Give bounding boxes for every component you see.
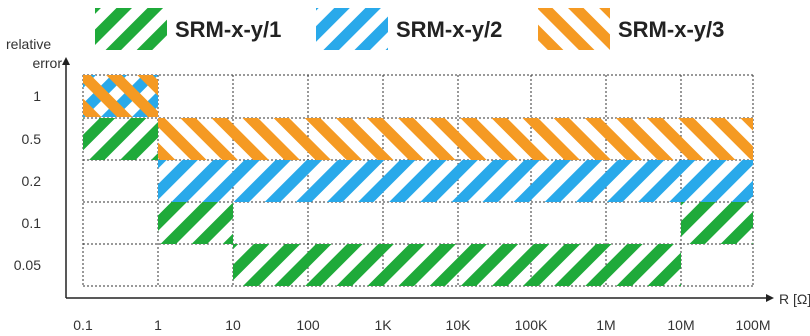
legend: SRM-x-y/1 SRM-x-y/2 SRM-x-y/3 bbox=[95, 8, 724, 50]
x-tick-label: 10K bbox=[446, 317, 472, 333]
band-series2-1 bbox=[158, 160, 753, 202]
x-tick-label: 0.1 bbox=[73, 317, 93, 333]
y-tick-label: 0.5 bbox=[22, 131, 42, 147]
legend-swatch-2 bbox=[316, 8, 388, 50]
y-tick-label: 0.1 bbox=[22, 215, 42, 231]
band-series1-0 bbox=[83, 118, 158, 160]
y-tick-label: 0.05 bbox=[14, 257, 41, 273]
x-tick-label: 1M bbox=[596, 317, 615, 333]
x-tick-label: 10 bbox=[225, 317, 241, 333]
x-tick-label: 1 bbox=[154, 317, 162, 333]
labels: 1 0.5 0.2 0.1 0.05 0.1 1 10 100 1K 10K 100K 1M 10M 100… bbox=[6, 36, 810, 333]
bands bbox=[83, 75, 753, 286]
legend-label-3: SRM-x-y/3 bbox=[618, 17, 724, 42]
legend-label-1: SRM-x-y/1 bbox=[175, 17, 281, 42]
axes bbox=[62, 57, 774, 302]
band-series3-0 bbox=[83, 75, 158, 117]
y-axis-arrow bbox=[62, 57, 70, 65]
x-axis-title: R [Ω] bbox=[779, 291, 810, 307]
y-tick-label: 1 bbox=[33, 88, 41, 104]
y-axis-title-line2: error bbox=[32, 55, 62, 71]
legend-label-2: SRM-x-y/2 bbox=[396, 17, 502, 42]
y-axis-title-line1: relative bbox=[6, 36, 51, 52]
x-tick-label: 100 bbox=[296, 317, 320, 333]
x-tick-label: 10M bbox=[667, 317, 694, 333]
y-tick-label: 0.2 bbox=[22, 173, 42, 189]
band-series3-1 bbox=[158, 118, 753, 160]
legend-swatch-1 bbox=[95, 8, 167, 50]
x-tick-label: 100M bbox=[735, 317, 770, 333]
x-tick-label: 100K bbox=[515, 317, 548, 333]
band-series1-3 bbox=[681, 202, 753, 244]
legend-swatch-3 bbox=[538, 8, 610, 50]
x-tick-label: 1K bbox=[374, 317, 392, 333]
band-series1-2 bbox=[233, 244, 681, 286]
x-axis-arrow bbox=[766, 294, 774, 302]
band-series1-1 bbox=[158, 202, 233, 244]
